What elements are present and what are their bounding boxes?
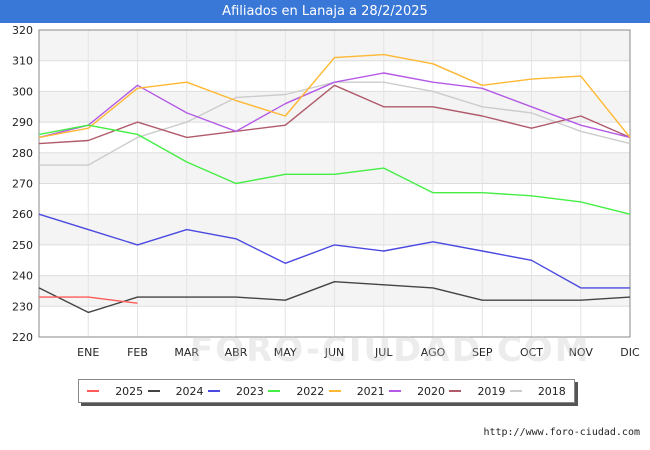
- x-tick-label: ENE: [77, 346, 99, 359]
- series-line-2019: [38, 84, 631, 145]
- series-line-2020: [38, 72, 631, 139]
- legend-swatch: [87, 390, 100, 392]
- legend-label: 2021: [356, 384, 385, 398]
- x-tick-label: ABR: [225, 346, 248, 359]
- watermark: FORO-CIUDAD.COM: [190, 330, 591, 370]
- plot-border: [38, 29, 631, 338]
- legend-item-2024: 2024: [147, 384, 204, 398]
- y-tick-label: 280: [12, 147, 33, 160]
- legend-label: 2025: [115, 384, 144, 398]
- y-tick-label: 300: [12, 85, 33, 98]
- legend-item-2025: 2025: [87, 385, 143, 398]
- y-tick-label: 310: [12, 55, 33, 68]
- legend-label: 2018: [537, 384, 566, 398]
- series-line-2023: [38, 213, 630, 289]
- legend-item-2021: 2021: [328, 384, 385, 398]
- x-tick-label: MAR: [174, 346, 199, 359]
- y-tick-label: 240: [12, 270, 33, 283]
- x-tick-label: JUN: [324, 346, 345, 359]
- legend-swatch: [389, 390, 402, 392]
- legend-item-2020: 2020: [389, 385, 445, 398]
- x-tick-label: NOV: [569, 346, 594, 359]
- y-tick-label: 250: [12, 239, 33, 252]
- x-tick-label: JUL: [374, 346, 393, 359]
- footer-url: http://www.foro-ciudad.com: [483, 427, 640, 438]
- series-line-2025: [39, 296, 138, 304]
- series-line-2021: [38, 53, 631, 139]
- x-tick-label: DIC: [620, 346, 640, 359]
- series-line-2022: [38, 124, 631, 215]
- legend-item-2022: 2022: [268, 385, 324, 398]
- legend-swatch: [509, 390, 522, 392]
- legend-swatch: [268, 390, 281, 392]
- y-tick-label: 260: [12, 208, 33, 221]
- y-tick-label: 290: [12, 116, 33, 129]
- legend: 2025 2024 2023 2022 2021 2020 2019 2018: [78, 379, 575, 403]
- y-tick-label: 230: [12, 300, 33, 313]
- y-tick-label: 220: [12, 331, 33, 344]
- x-axis-ticks: ENE FEB MAR ABR MAY JUN JUL AGO SEP OCT NOV DIC: [77, 346, 640, 359]
- y-tick-label: 320: [12, 24, 33, 37]
- legend-label: 2024: [175, 384, 204, 398]
- legend-swatch: [147, 390, 160, 392]
- series-line-2024: [38, 281, 631, 314]
- chart-title: Afiliados en Lanaja a 28/2/2025: [0, 0, 650, 23]
- series-lines: [38, 53, 631, 314]
- x-tick-label: OCT: [520, 346, 543, 359]
- legend-label: 2019: [477, 384, 506, 398]
- x-tick-label: FEB: [127, 346, 148, 359]
- legend-item-2019: 2019: [449, 385, 505, 398]
- plot-frame: [38, 29, 631, 338]
- legend-label: 2020: [417, 384, 446, 398]
- legend-label: 2023: [235, 384, 264, 398]
- legend-item-2023: 2023: [207, 384, 264, 398]
- x-tick-label: SEP: [472, 346, 493, 359]
- x-tick-label: AGO: [421, 346, 446, 359]
- legend-item-2018: 2018: [509, 384, 566, 398]
- legend-swatch: [449, 390, 462, 392]
- legend-swatch: [207, 390, 220, 392]
- legend-label: 2022: [296, 384, 325, 398]
- y-axis-ticks: 220 230 240 250 260 270 280 290 300 310 320: [12, 24, 33, 344]
- x-tick-label: MAY: [274, 346, 297, 359]
- legend-swatch: [328, 390, 341, 392]
- y-tick-label: 270: [12, 178, 33, 191]
